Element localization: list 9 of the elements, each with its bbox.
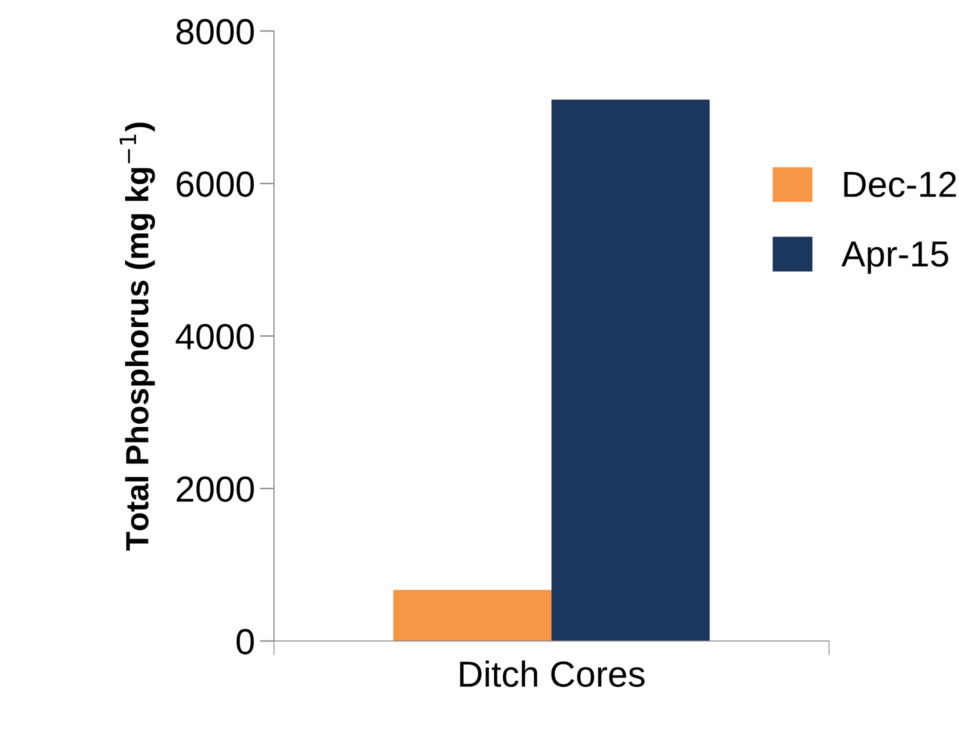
legend-label: Apr-15 xyxy=(841,242,948,274)
x-tick-label: Ditch Cores xyxy=(460,660,645,687)
y-tick-label: 0 xyxy=(236,628,254,654)
legend-label: Dec-12 xyxy=(844,172,956,198)
y-tick-label: 6000 xyxy=(176,171,254,197)
y-tick-label: 4000 xyxy=(176,324,254,350)
y-axis-title: Total Phosphorus (mg kg$^{−1}$) xyxy=(120,122,156,551)
y-tick-label: 2000 xyxy=(176,476,254,502)
y-tick-label: 8000 xyxy=(176,18,254,44)
